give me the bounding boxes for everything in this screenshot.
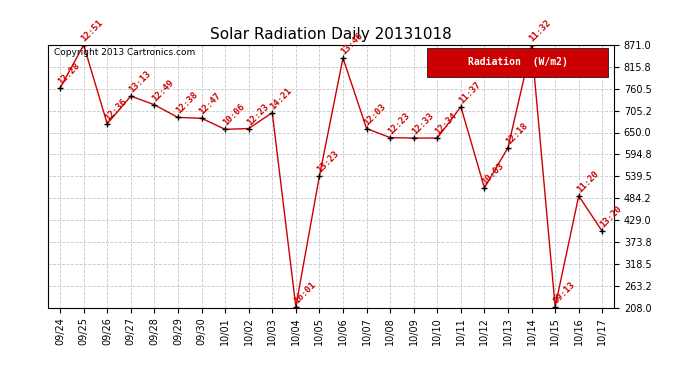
Text: 12:23: 12:23 xyxy=(386,111,411,136)
Text: Radiation  (W/m2): Radiation (W/m2) xyxy=(468,57,568,67)
Text: Copyright 2013 Cartronics.com: Copyright 2013 Cartronics.com xyxy=(54,48,195,57)
Text: 13:23: 13:23 xyxy=(315,149,341,174)
Text: 13:46: 13:46 xyxy=(339,31,364,57)
FancyBboxPatch shape xyxy=(427,48,609,76)
Text: 12:47: 12:47 xyxy=(197,91,223,117)
Text: 12:49: 12:49 xyxy=(150,78,176,103)
Text: 14:21: 14:21 xyxy=(268,86,294,111)
Text: 16:01: 16:01 xyxy=(292,280,317,305)
Text: 12:03: 12:03 xyxy=(362,102,388,127)
Text: 12:23: 12:23 xyxy=(245,102,270,127)
Text: 11:37: 11:37 xyxy=(457,80,482,105)
Text: 12:33: 12:33 xyxy=(410,111,435,136)
Text: 10:06: 10:06 xyxy=(221,102,246,128)
Text: 10:03: 10:03 xyxy=(480,161,506,186)
Text: 12:36: 12:36 xyxy=(104,97,128,122)
Text: 12:38: 12:38 xyxy=(174,90,199,116)
Text: 12:34: 12:34 xyxy=(433,111,459,136)
Text: 12:28: 12:28 xyxy=(56,61,81,87)
Text: 11:32: 11:32 xyxy=(528,18,553,44)
Text: 09:13: 09:13 xyxy=(551,280,577,305)
Title: Solar Radiation Daily 20131018: Solar Radiation Daily 20131018 xyxy=(210,27,452,42)
Text: 11:20: 11:20 xyxy=(575,169,600,194)
Text: 12:18: 12:18 xyxy=(504,121,529,146)
Text: 13:13: 13:13 xyxy=(127,69,152,94)
Text: 13:20: 13:20 xyxy=(598,204,624,230)
Text: 12:51: 12:51 xyxy=(79,18,105,44)
